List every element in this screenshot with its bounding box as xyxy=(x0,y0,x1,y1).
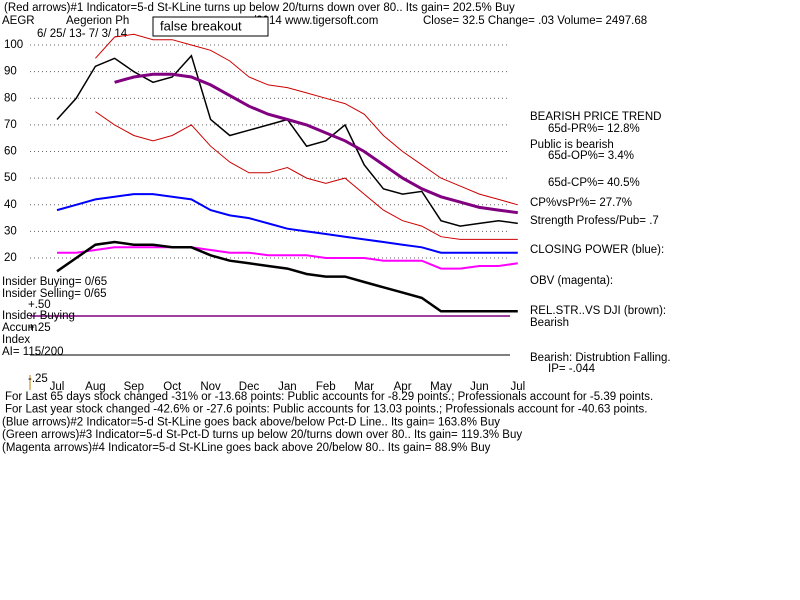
right-label: REL.STR..VS DJI (brown): xyxy=(530,305,666,317)
x-tick-label: Apr xyxy=(394,381,412,393)
x-tick-label: Dec xyxy=(239,381,260,393)
x-tick-label: Mar xyxy=(354,381,374,393)
series-line xyxy=(95,33,518,206)
footer-line: For Last 65 days stock changed -31% or -… xyxy=(5,391,653,403)
x-tick-label: Feb xyxy=(316,381,336,393)
right-label: 65d-CP%= 40.5% xyxy=(548,177,640,189)
quote: Close= 32.5 Change= .03 Volume= 2497.68 xyxy=(423,15,647,27)
right-label: Bearish: Distrubtion Falling. xyxy=(530,352,671,364)
y-tick-label: 60 xyxy=(4,146,17,158)
right-label: Bearish xyxy=(530,317,569,329)
annotation: false breakout xyxy=(160,18,242,33)
left-label: +.25 xyxy=(28,322,51,334)
series-line xyxy=(56,240,518,313)
ticker: AEGR xyxy=(2,15,35,27)
left-label: Index xyxy=(2,334,30,346)
x-tick-label: Jun xyxy=(470,381,489,393)
x-tick-label: May xyxy=(430,381,452,393)
date-range: 6/ 25/ 13- 7/ 3/ 14 xyxy=(37,28,128,40)
left-label: Insider Buying= 0/65 xyxy=(2,276,107,288)
right-label: OBV (magenta): xyxy=(530,275,613,287)
y-tick-label: 40 xyxy=(4,199,17,211)
y-tick-label: 20 xyxy=(4,252,17,264)
y-tick-label: 50 xyxy=(4,172,17,184)
footer-line: (Green arrows)#3 Indicator=5-d St-Pct-D … xyxy=(2,429,522,441)
right-label: CP%vsPr%= 27.7% xyxy=(530,197,632,209)
series-line xyxy=(57,246,518,270)
left-label: -.25 xyxy=(28,373,48,385)
source: /2014 www.tigersoft.com xyxy=(253,15,378,27)
left-label: Insider Selling= 0/65 xyxy=(2,288,107,300)
x-tick-label: Jul xyxy=(50,381,65,393)
series-line xyxy=(95,111,518,240)
series-line xyxy=(114,72,519,215)
x-tick-label: Jan xyxy=(278,381,297,393)
x-tick-label: Nov xyxy=(200,381,221,393)
y-tick-label: 80 xyxy=(4,92,17,104)
y-tick-label: 30 xyxy=(4,225,17,237)
x-tick-label: Oct xyxy=(163,381,182,393)
right-label: CLOSING POWER (blue): xyxy=(530,244,664,256)
right-label: BEARISH PRICE TREND xyxy=(530,111,661,123)
company: Aegerion Ph xyxy=(66,15,129,27)
left-label: Insider Buying xyxy=(2,310,75,322)
left-label: +.50 xyxy=(28,299,51,311)
chart-title: (Red arrows)#1 Indicator=5-d St-KLine tu… xyxy=(4,2,515,14)
x-tick-label: Sep xyxy=(124,381,144,393)
right-label: Public is bearish xyxy=(530,139,614,151)
right-label: Strength Profess/Pub= .7 xyxy=(530,215,659,227)
left-label: Accum xyxy=(2,322,37,334)
x-tick-label: Jul xyxy=(510,381,525,393)
y-tick-label: 90 xyxy=(4,66,17,78)
annotation-box xyxy=(152,16,269,37)
x-tick-label: Aug xyxy=(85,381,105,393)
right-label: IP= -.044 xyxy=(548,363,596,375)
right-label: 65d-PR%= 12.8% xyxy=(548,123,640,135)
right-label: 65d-OP%= 3.4% xyxy=(548,150,634,162)
series-line xyxy=(56,193,518,254)
left-label: AI= 115/200 xyxy=(2,346,64,358)
series-line xyxy=(56,54,518,227)
footer-line: (Blue arrows)#2 Indicator=5-d St-KLine g… xyxy=(2,416,500,428)
y-tick-label: 100 xyxy=(4,39,23,51)
footer-line: For Last year stock changed -42.6% or -2… xyxy=(5,404,647,416)
footer-line: (Magenta arrows)#4 Indicator=5-d St-KLin… xyxy=(2,442,491,454)
y-tick-label: 70 xyxy=(4,119,17,131)
